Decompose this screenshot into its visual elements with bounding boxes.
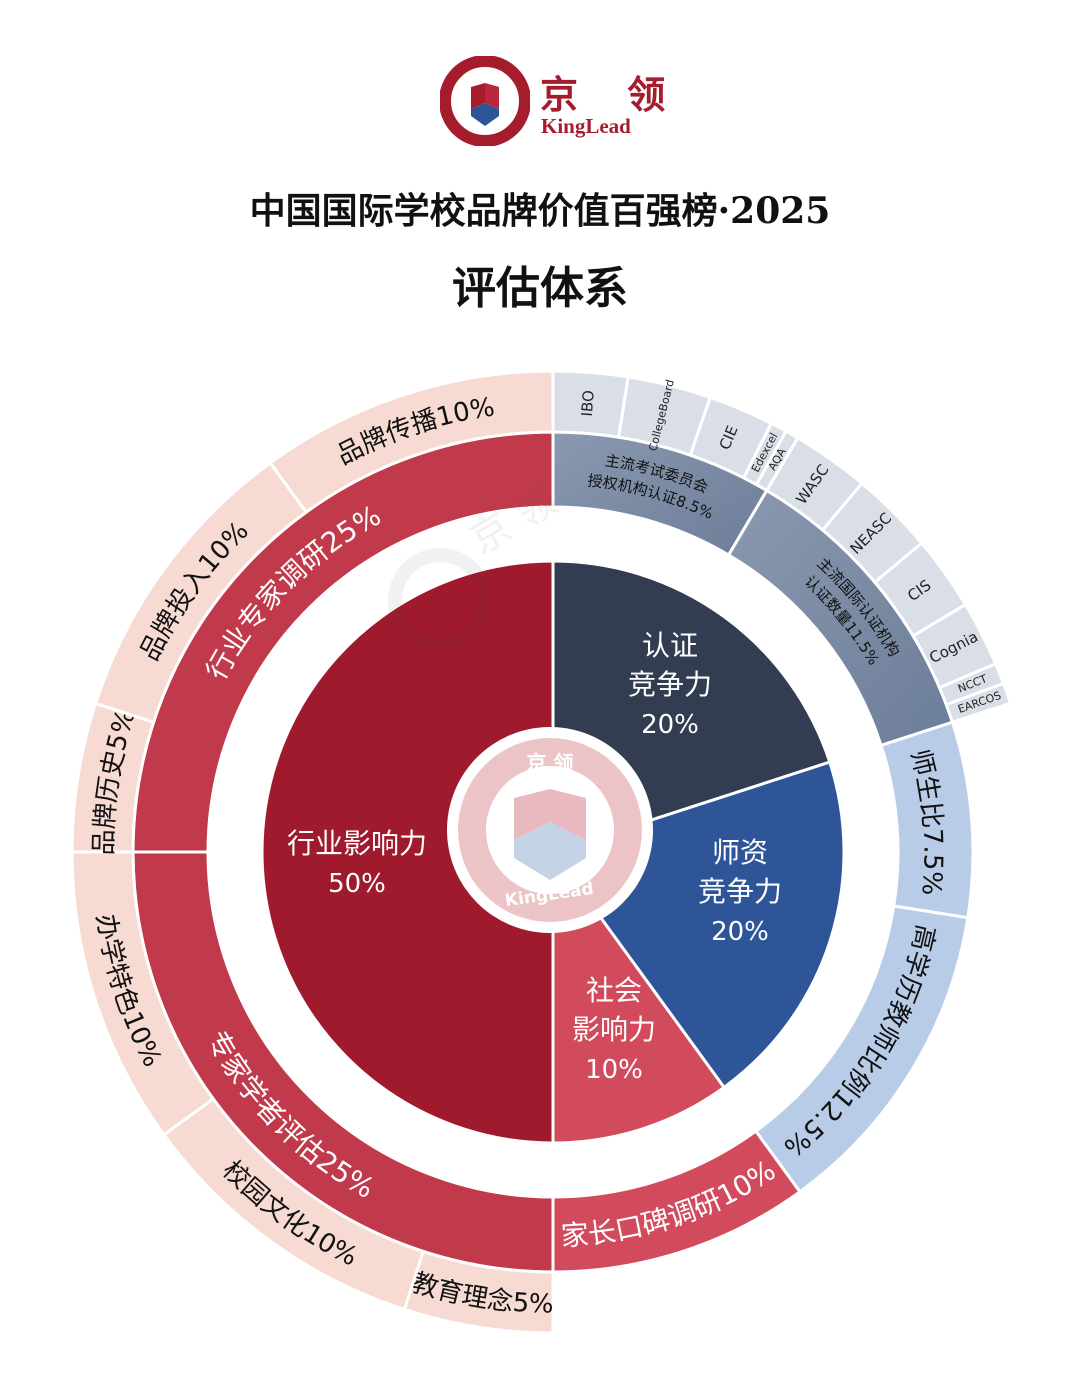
brand-name-cn: 京 领 [540, 72, 684, 117]
outer-ring-label: IBO [578, 390, 598, 418]
shield-bottom-icon [514, 822, 586, 880]
pie-value-label: 10% [585, 1055, 643, 1085]
pie-label: 行业影响力 [287, 827, 427, 860]
center-logo-cn: 京 领 [527, 751, 574, 775]
pie-slice-2 [551, 847, 727, 1145]
pie-slice-3 [260, 559, 555, 1145]
pie-value-label: 20% [641, 710, 699, 740]
pie-label: 竞争力 [698, 875, 782, 908]
brand-name-en: KingLead [541, 114, 631, 138]
shield-icon [514, 789, 550, 840]
pie-label: 社会 [586, 974, 642, 1007]
center-logo-ring-icon [458, 738, 642, 922]
pie-value-label: 50% [328, 869, 386, 899]
shield-right-icon [550, 789, 586, 840]
pie-label: 认证 [642, 629, 698, 662]
page-title: 中国国际学校品牌价值百强榜·2025 [249, 190, 831, 232]
pie-label: 竞争力 [628, 668, 712, 701]
page-subtitle: 评估体系 [452, 263, 628, 314]
pie-label: 影响力 [572, 1013, 656, 1046]
outer-ring-segment [268, 369, 555, 515]
pie-value-label: 20% [711, 917, 769, 947]
kinglead-logo-icon [440, 56, 530, 146]
pie-label: 师资 [712, 836, 768, 869]
